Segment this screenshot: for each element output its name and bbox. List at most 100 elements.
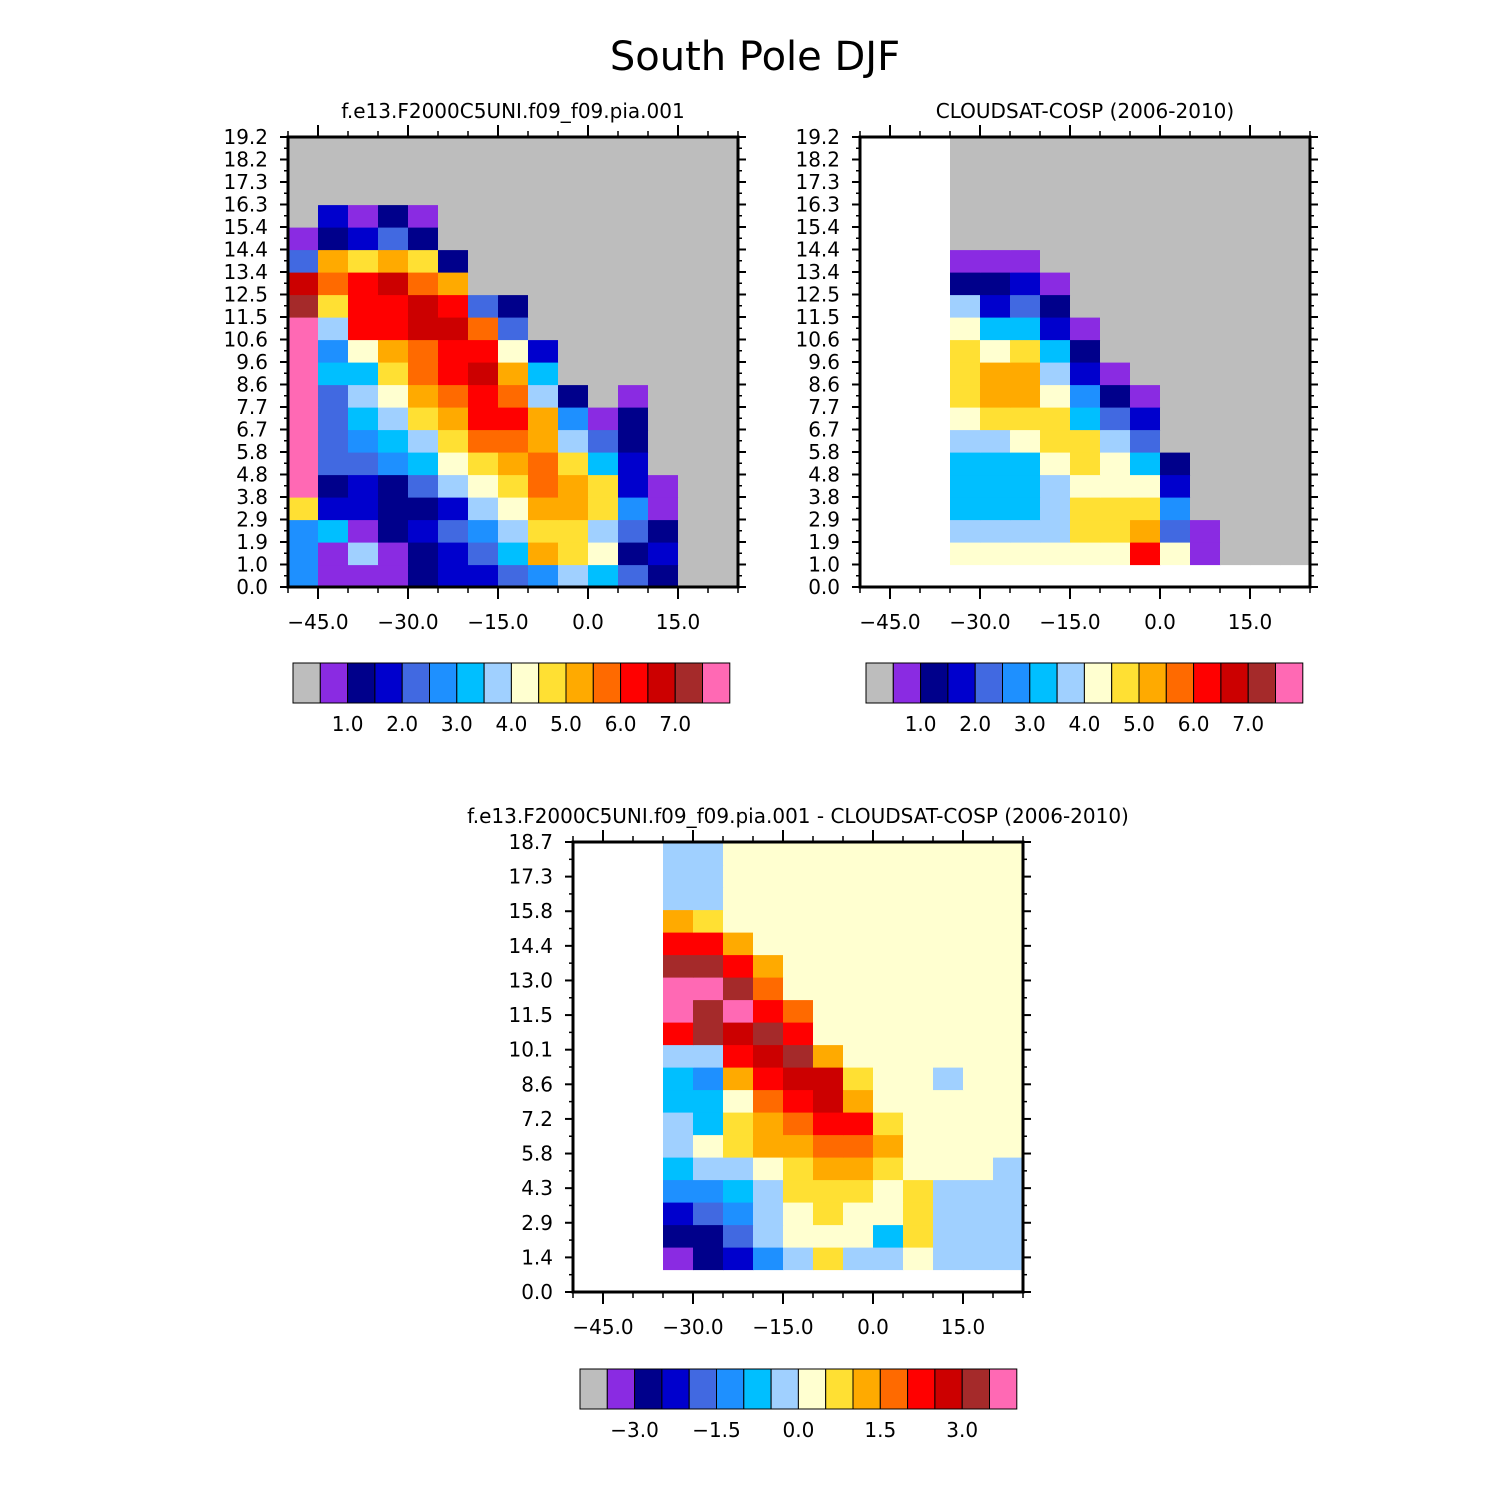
diff-cell [693, 977, 724, 1001]
obs-cell [1280, 137, 1311, 161]
diff-cell [933, 864, 964, 888]
model-colorbar-swatch [483, 662, 512, 704]
diff-cell [993, 1202, 1024, 1226]
obs-cell [1130, 519, 1161, 543]
model-cell [528, 429, 559, 453]
obs-cell [1160, 317, 1191, 341]
model-cell [408, 564, 439, 588]
diff-cell [783, 1089, 814, 1113]
diff-cell [993, 932, 1024, 956]
model-cell [468, 159, 499, 183]
diff-colorbar-label: 0.0 [782, 1418, 814, 1442]
obs-cell [1100, 182, 1131, 206]
diff-cell [663, 1157, 694, 1181]
model-cell [498, 384, 529, 408]
diff-cell [753, 932, 784, 956]
model-cell [678, 249, 709, 273]
model-cell [678, 564, 709, 588]
model-colorbar-label: 5.0 [550, 712, 582, 736]
model-cell [438, 159, 469, 183]
model-cell [678, 384, 709, 408]
obs-cell [1010, 362, 1041, 386]
model-cell [648, 384, 679, 408]
model-cell [618, 384, 649, 408]
obs-ytick-label: 14.4 [795, 238, 840, 262]
model-cell [318, 182, 349, 206]
diff-cell [843, 842, 874, 866]
model-cell [288, 204, 319, 228]
diff-cell [663, 1202, 694, 1226]
model-cell [408, 384, 439, 408]
model-cell [378, 249, 409, 273]
diff-cell [993, 1022, 1024, 1046]
model-cell [408, 452, 439, 476]
diff-cell [663, 1247, 694, 1271]
diff-cell [813, 1202, 844, 1226]
model-cell [558, 407, 589, 431]
diff-cell [933, 1224, 964, 1248]
diff-cell [693, 1134, 724, 1158]
model-cell [468, 519, 499, 543]
diff-cell [813, 1044, 844, 1068]
diff-cell [903, 954, 934, 978]
diff-cell [753, 842, 784, 866]
obs-cell [1130, 137, 1161, 161]
model-cell [378, 317, 409, 341]
diff-cell [753, 954, 784, 978]
obs-cell [1190, 294, 1221, 318]
diff-cell [873, 1044, 904, 1068]
model-cell [378, 159, 409, 183]
model-cell [408, 362, 439, 386]
obs-cell [1250, 204, 1281, 228]
model-ytick-label: 14.4 [223, 238, 268, 262]
diff-cell [693, 1179, 724, 1203]
diff-cell [963, 1134, 994, 1158]
diff-xtick-label: −15.0 [752, 1315, 813, 1339]
model-cell [648, 339, 679, 363]
diff-cell [663, 932, 694, 956]
diff-colorbar-swatch [743, 1368, 772, 1410]
model-cell [438, 362, 469, 386]
obs-cell [1220, 294, 1251, 318]
diff-cell [933, 1044, 964, 1068]
diff-cell [903, 864, 934, 888]
diff-cell [813, 909, 844, 933]
obs-cell [1130, 317, 1161, 341]
obs-cell [1190, 227, 1221, 251]
diff-ytick-label: 8.6 [521, 1072, 553, 1096]
model-cell [618, 249, 649, 273]
obs-cell [1070, 272, 1101, 296]
model-cell [318, 362, 349, 386]
diff-cell [993, 887, 1024, 911]
model-cell [648, 519, 679, 543]
model-cell [708, 362, 739, 386]
diff-cell [693, 1224, 724, 1248]
model-cell [498, 249, 529, 273]
obs-cell [1010, 497, 1041, 521]
diff-cell [963, 1067, 994, 1091]
diff-cell [723, 864, 754, 888]
model-cell [318, 474, 349, 498]
diff-colorbar-swatch [907, 1368, 936, 1410]
model-cell [588, 249, 619, 273]
obs-cell [980, 249, 1011, 273]
diff-cell [843, 954, 874, 978]
obs-cell [1010, 339, 1041, 363]
diff-cell [723, 932, 754, 956]
model-cell [648, 272, 679, 296]
diff-cell [693, 1157, 724, 1181]
diff-cell [663, 954, 694, 978]
model-cell [498, 474, 529, 498]
panel-diff-colorbar: −3.0 −1.5 0.0 1.5 3.0 [579, 1368, 1018, 1442]
diff-cell [663, 1022, 694, 1046]
obs-cell [1040, 272, 1071, 296]
obs-cell [1040, 317, 1071, 341]
obs-cell [950, 294, 981, 318]
model-cell [318, 272, 349, 296]
diff-cell [993, 842, 1024, 866]
obs-ytick-label: 17.3 [795, 170, 840, 194]
diff-cell [963, 954, 994, 978]
obs-cell [1010, 519, 1041, 543]
diff-cell [993, 1112, 1024, 1136]
diff-colorbar-label: −1.5 [692, 1418, 741, 1442]
